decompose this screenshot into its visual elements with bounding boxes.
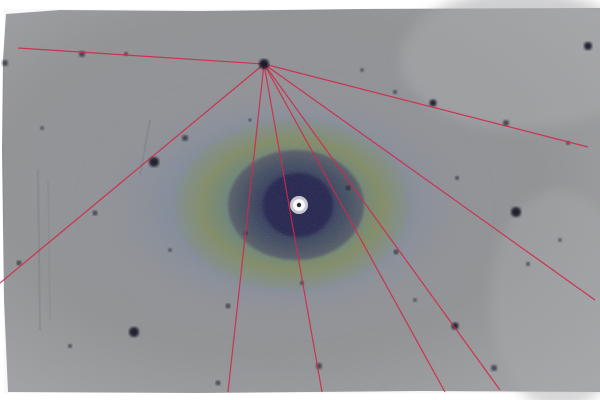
star [584, 42, 592, 50]
star [526, 262, 530, 266]
radial-line [0, 63, 265, 284]
star [215, 380, 221, 386]
star [491, 365, 497, 371]
radial-line [263, 63, 596, 301]
radial-line [263, 63, 446, 393]
radial-line [263, 63, 323, 393]
radial-line [263, 63, 589, 148]
star [129, 327, 139, 337]
star [558, 238, 562, 242]
star [68, 344, 72, 348]
radial-lines [0, 47, 596, 393]
noise-overlay [4, 9, 600, 393]
star [455, 176, 459, 180]
star [2, 60, 8, 66]
star [413, 298, 417, 302]
radial-line [17, 47, 265, 65]
star [429, 99, 437, 107]
star [182, 135, 188, 141]
star [345, 185, 351, 191]
star [393, 249, 399, 255]
star [92, 210, 98, 216]
star [16, 260, 22, 266]
radial-line [227, 63, 265, 393]
star [248, 118, 252, 122]
star [511, 207, 521, 217]
star [393, 90, 397, 94]
star [40, 126, 44, 130]
star [451, 322, 459, 330]
star [149, 157, 159, 167]
star [225, 303, 231, 309]
star [503, 120, 509, 126]
star [168, 248, 172, 252]
radial-line [263, 63, 501, 391]
stars [2, 42, 592, 386]
bright-star-origin [259, 59, 269, 69]
star [360, 68, 364, 72]
